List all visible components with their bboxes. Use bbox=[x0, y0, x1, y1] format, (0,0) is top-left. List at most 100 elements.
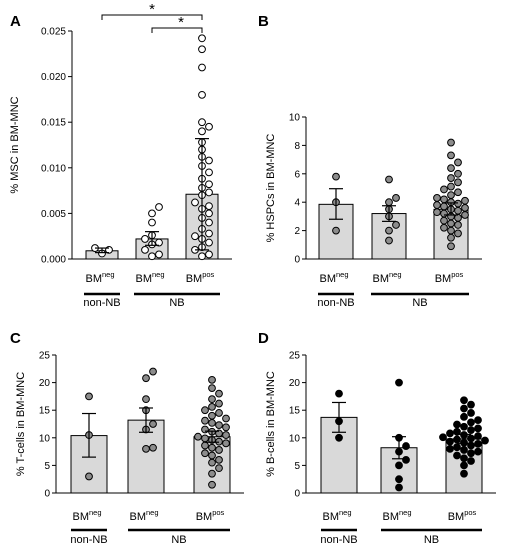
y-tick-label: 0.020 bbox=[41, 72, 66, 83]
data-point bbox=[481, 436, 489, 445]
data-point bbox=[198, 118, 206, 127]
data-point bbox=[454, 229, 462, 238]
panel-letter: D bbox=[258, 330, 269, 347]
data-point bbox=[215, 421, 223, 430]
y-tick-label: 0 bbox=[294, 255, 300, 266]
x-category-label: BMneg bbox=[85, 270, 114, 285]
data-point bbox=[215, 446, 223, 454]
data-point bbox=[198, 90, 206, 99]
data-point bbox=[215, 399, 223, 408]
data-point bbox=[454, 158, 462, 167]
y-tick-label: 10 bbox=[39, 433, 51, 444]
y-axis-label: % MSC in BM-MNC bbox=[9, 96, 21, 193]
data-point bbox=[205, 122, 213, 131]
data-point bbox=[208, 384, 216, 393]
data-point bbox=[205, 238, 213, 247]
data-point bbox=[148, 218, 156, 227]
data-point bbox=[222, 431, 230, 439]
data-point bbox=[198, 63, 206, 72]
data-point bbox=[201, 425, 209, 434]
y-tick-label: 0 bbox=[44, 489, 50, 500]
data-point bbox=[433, 201, 441, 209]
data-point bbox=[395, 483, 403, 492]
data-point bbox=[191, 198, 199, 207]
data-point bbox=[395, 378, 403, 387]
data-point bbox=[141, 245, 149, 254]
data-point bbox=[85, 392, 93, 401]
data-point bbox=[198, 127, 206, 136]
chart-panel-d: D 0 5 10 15 20 25 % B-cells in BM-MNC BMneg BMneg… bbox=[258, 330, 496, 546]
data-point bbox=[392, 194, 400, 202]
data-point bbox=[208, 480, 216, 489]
data-point bbox=[454, 206, 462, 215]
x-category-label: BMneg bbox=[129, 508, 158, 523]
chart-panel-a: A 0.000 0.005 0.010 0.015 0.020 0.025 % MSC in … bbox=[9, 1, 232, 309]
data-point bbox=[447, 138, 455, 147]
data-point bbox=[440, 195, 448, 204]
data-point bbox=[460, 412, 468, 421]
data-point bbox=[205, 188, 213, 197]
data-point bbox=[454, 199, 462, 208]
data-point bbox=[446, 429, 454, 438]
data-point bbox=[85, 472, 93, 481]
data-point bbox=[155, 238, 163, 247]
group-label: non-NB bbox=[70, 534, 107, 546]
data-point bbox=[208, 443, 216, 452]
data-point bbox=[467, 409, 475, 417]
data-point bbox=[142, 395, 150, 404]
data-point bbox=[440, 216, 448, 225]
group-label: non-NB bbox=[320, 534, 357, 546]
y-axis-label: % HSPCs in BM-MNC bbox=[265, 134, 277, 243]
data-point bbox=[335, 433, 343, 442]
data-point bbox=[222, 423, 230, 432]
data-point bbox=[460, 396, 468, 405]
data-point bbox=[205, 180, 213, 189]
group-label: NB bbox=[424, 534, 439, 546]
y-tick-label: 0.010 bbox=[41, 163, 66, 174]
y-axis-label: % T-cells in BM-MNC bbox=[15, 372, 27, 476]
data-point bbox=[385, 236, 393, 245]
data-point bbox=[194, 432, 202, 441]
group-label: NB bbox=[412, 297, 427, 309]
data-point bbox=[208, 418, 216, 427]
y-tick-label: 4 bbox=[294, 198, 300, 209]
data-point bbox=[208, 395, 216, 404]
data-point bbox=[402, 442, 410, 450]
data-point bbox=[474, 447, 482, 456]
data-point bbox=[467, 457, 475, 465]
x-category-label: BMneg bbox=[322, 508, 351, 523]
data-point bbox=[460, 446, 468, 454]
y-tick-label: 15 bbox=[39, 406, 51, 417]
data-point bbox=[208, 402, 216, 411]
data-point bbox=[149, 367, 157, 376]
data-point bbox=[155, 203, 163, 211]
data-point bbox=[474, 432, 482, 441]
data-point bbox=[385, 175, 393, 184]
data-point bbox=[467, 434, 475, 443]
data-point bbox=[208, 451, 216, 460]
data-point bbox=[454, 188, 462, 197]
data-point bbox=[461, 203, 469, 212]
data-point bbox=[461, 196, 469, 205]
data-point bbox=[385, 226, 393, 235]
data-point bbox=[142, 444, 150, 453]
x-category-label: BMpos bbox=[448, 508, 477, 523]
y-tick-label: 0.025 bbox=[41, 27, 66, 38]
data-point bbox=[460, 422, 468, 431]
data-point bbox=[447, 164, 455, 173]
data-point bbox=[222, 439, 230, 448]
data-point bbox=[467, 418, 475, 427]
y-tick-label: 0 bbox=[294, 489, 300, 500]
data-point bbox=[439, 433, 447, 442]
x-category-label: BMneg bbox=[135, 270, 164, 285]
y-tick-label: 5 bbox=[294, 461, 300, 472]
y-tick-label: 0.000 bbox=[41, 255, 66, 266]
data-point bbox=[467, 400, 475, 409]
data-point bbox=[205, 168, 213, 177]
significance-star: * bbox=[178, 14, 184, 31]
y-axis-label: % B-cells in BM-MNC bbox=[265, 371, 277, 477]
data-point bbox=[201, 441, 209, 450]
data-point bbox=[440, 209, 448, 218]
data-point bbox=[392, 221, 400, 229]
data-point bbox=[201, 434, 209, 443]
